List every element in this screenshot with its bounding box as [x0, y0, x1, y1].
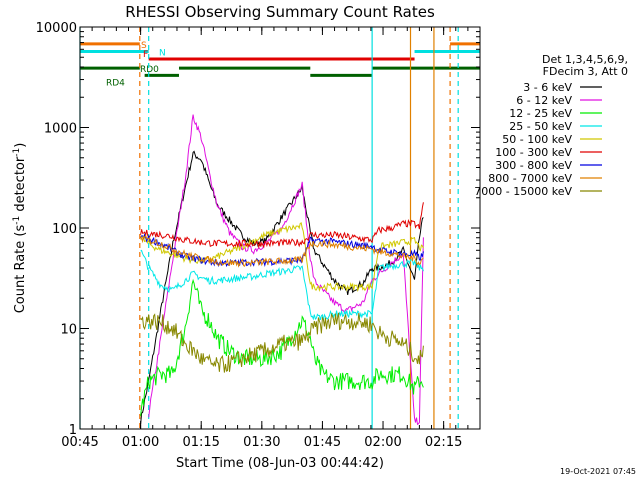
series-line-8: [140, 312, 424, 373]
legend-label-7: 800 - 7000 keV: [488, 172, 572, 185]
flag-label-rd0: RD0: [140, 65, 159, 75]
flag-label-rd4: RD4: [106, 78, 125, 88]
x-tick-label-4: 01:45: [304, 435, 341, 450]
y-tick-label-0: 1: [69, 423, 77, 438]
legend-header-1: FDecim 3, Att 0: [543, 65, 628, 78]
y-axis-label-sup2: -1: [12, 148, 22, 157]
x-tick-label-0: 00:45: [61, 435, 98, 450]
series-line-0: [140, 150, 424, 425]
legend-label-8: 7000 - 15000 keV: [474, 185, 572, 198]
legend-label-0: 3 - 6 keV: [523, 81, 572, 94]
y-axis-ticks: 1 10 100 1000 10000: [36, 21, 480, 438]
legend-label-5: 100 - 300 keV: [495, 146, 572, 159]
legend-label-4: 50 - 100 keV: [502, 133, 572, 146]
y-tick-label-1: 10: [60, 323, 77, 338]
legend-label-3: 25 - 50 keV: [509, 120, 572, 133]
chart-title: RHESSI Observing Summary Count Rates: [125, 3, 435, 21]
series-line-4: [140, 222, 424, 293]
vertical-markers: [79, 27, 459, 429]
y-axis-label-mid: detector: [13, 156, 28, 216]
y-axis-label: Count Rate (s-1 detector-1): [12, 143, 28, 314]
legend-header-0: Det 1,3,4,5,6,9,: [542, 53, 628, 66]
legend: Det 1,3,4,5,6,9,FDecim 3, Att 0 3 - 6 keV…: [474, 53, 628, 198]
x-axis-label: Start Time (08-Jun-03 00:44:42): [176, 456, 384, 471]
y-axis-label-sup1: -1: [12, 216, 22, 225]
x-axis-ticks: 00:45 01:00 01:15 01:30 01:45 02:00 02:15: [61, 27, 481, 450]
x-tick-label-1: 01:00: [122, 435, 159, 450]
y-axis-label-end: ): [13, 143, 28, 148]
y-tick-label-4: 10000: [36, 21, 77, 36]
x-tick-label-2: 01:15: [182, 435, 219, 450]
series-lines: [140, 114, 424, 426]
x-tick-label-6: 02:15: [425, 435, 462, 450]
flag-bars: S N F RD0 RD4: [80, 41, 480, 88]
legend-label-1: 6 - 12 keV: [516, 94, 572, 107]
footer-timestamp: 19-Oct-2021 07:45: [560, 467, 636, 476]
legend-label-6: 300 - 800 keV: [495, 159, 572, 172]
x-tick-label-3: 01:30: [243, 435, 280, 450]
flag-label-s: S: [141, 41, 147, 51]
series-line-6: [140, 233, 424, 268]
y-tick-label-2: 100: [52, 222, 77, 237]
series-line-5: [140, 202, 424, 249]
series-line-7: [140, 234, 424, 268]
y-axis-label-main: Count Rate (s: [13, 225, 28, 314]
series-line-2: [140, 278, 424, 417]
y-tick-label-3: 1000: [44, 122, 77, 137]
series-line-3: [140, 249, 424, 321]
flag-label-n: N: [159, 49, 166, 59]
legend-label-2: 12 - 25 keV: [509, 107, 572, 120]
flag-label-f: F: [143, 50, 148, 60]
x-tick-label-5: 02:00: [364, 435, 401, 450]
